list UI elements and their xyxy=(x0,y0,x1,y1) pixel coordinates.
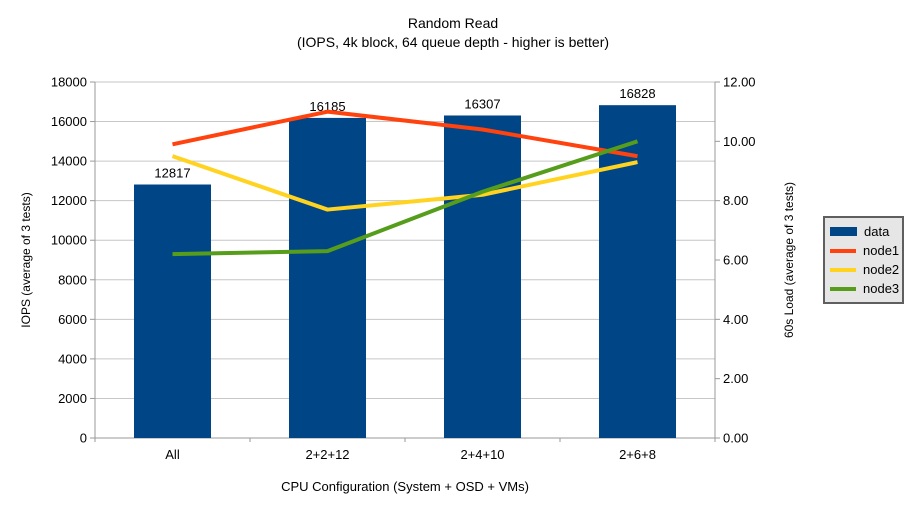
legend-item-node1: node1 xyxy=(830,241,900,260)
bar-All xyxy=(134,184,211,438)
left-axis-tick-label: 16000 xyxy=(51,114,87,129)
left-axis-tick-label: 0 xyxy=(80,431,87,446)
line-node1 xyxy=(172,109,638,159)
left-axis-tick-label: 14000 xyxy=(51,154,87,169)
bar-value-label-2+2+12: 16185 xyxy=(309,99,345,114)
right-axis-tick-label: 10.00 xyxy=(723,134,756,149)
left-axis-tick-label: 10000 xyxy=(51,233,87,248)
right-axis-tick-label: 0.00 xyxy=(723,431,748,446)
right-axis-tick-label: 12.00 xyxy=(723,75,756,90)
left-axis-title: IOPS (average of 3 tests) xyxy=(19,192,33,327)
legend-swatch-data xyxy=(830,227,857,236)
left-axis-tick-label: 2000 xyxy=(58,391,87,406)
right-axis-tick-label: 4.00 xyxy=(723,312,748,327)
legend-label-data: data xyxy=(864,224,890,239)
category-label-2+2+12: 2+2+12 xyxy=(305,447,349,462)
line-node3 xyxy=(172,139,639,257)
right-axis-title: 60s Load (average of 3 tests) xyxy=(782,182,796,338)
bar-2+2+12 xyxy=(289,117,366,438)
legend-label-node1: node1 xyxy=(863,243,900,258)
plot-area: 0 2000 4000 6000 8000 10000 12000 14000 16000 180… xyxy=(51,75,756,463)
category-label-2+6+8: 2+6+8 xyxy=(619,447,656,462)
chart-subtitle: (IOPS, 4k block, 64 queue depth - higher… xyxy=(297,34,609,50)
right-axis-tick-label: 8.00 xyxy=(723,193,748,208)
legend-items: data node1 node2 node3 xyxy=(830,222,900,298)
right-axis-tick-label: 2.00 xyxy=(723,371,748,386)
right-axis-tick-label: 6.00 xyxy=(723,253,748,268)
legend-item-node3: node3 xyxy=(830,279,900,298)
left-axis-tick-label: 6000 xyxy=(58,312,87,327)
left-axis-tick-label: 12000 xyxy=(51,193,87,208)
x-axis-title: CPU Configuration (System + OSD + VMs) xyxy=(281,479,529,494)
legend-swatch-node2 xyxy=(830,267,856,272)
left-axis-tick-label: 4000 xyxy=(58,351,87,366)
bar-2+6+8 xyxy=(599,105,676,438)
bar-2+4+10 xyxy=(444,115,521,439)
legend-label-node3: node3 xyxy=(863,281,900,296)
category-label-2+4+10: 2+4+10 xyxy=(460,447,504,462)
legend-swatch-node3 xyxy=(830,286,856,291)
bar-value-label-2+4+10: 16307 xyxy=(464,96,500,111)
legend: data node1 node2 node3 xyxy=(823,216,904,304)
legend-item-data: data xyxy=(830,222,897,241)
chart-title: Random Read xyxy=(408,15,498,31)
line-node2 xyxy=(171,154,638,212)
bar-value-label-All: 12817 xyxy=(154,166,190,181)
legend-label-node2: node2 xyxy=(863,262,900,277)
left-axis-tick-label: 18000 xyxy=(51,75,87,90)
legend-swatch-node1 xyxy=(830,248,856,253)
category-label-All: All xyxy=(165,447,180,462)
left-axis-tick-label: 8000 xyxy=(58,272,87,287)
bar-value-label-2+6+8: 16828 xyxy=(619,86,655,101)
legend-item-node2: node2 xyxy=(830,260,900,279)
